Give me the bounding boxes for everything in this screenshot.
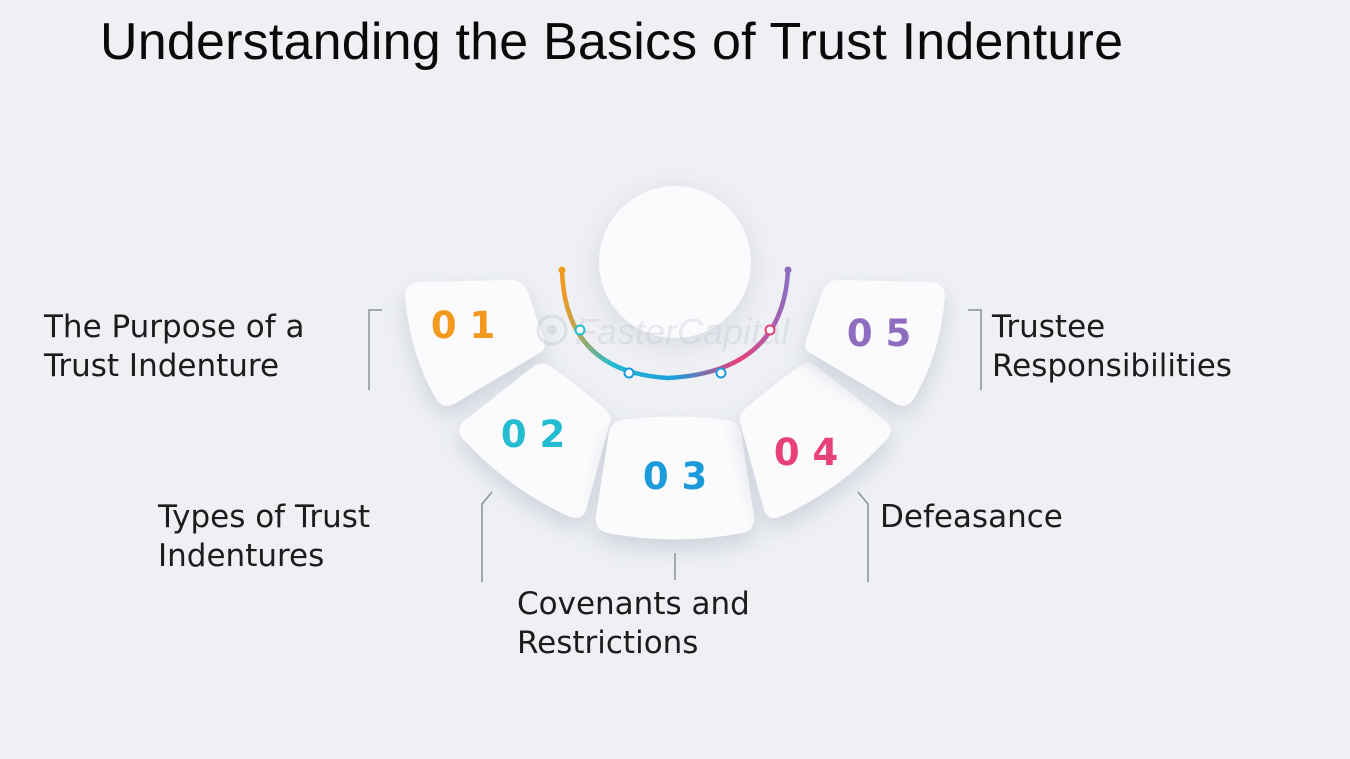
label-line: Types of Trust xyxy=(158,499,371,535)
label-line: Defeasance xyxy=(880,499,1063,535)
label-line: Responsibilities xyxy=(992,348,1232,384)
card-02 xyxy=(459,363,611,518)
bracket-04 xyxy=(857,491,869,582)
label-line: Trust Indenture xyxy=(44,348,280,384)
watermark-text: FasterCapital xyxy=(575,311,790,352)
number-04: 0 4 xyxy=(774,431,838,474)
arc-end-dot-left xyxy=(558,266,566,274)
number-03: 0 3 xyxy=(643,455,707,498)
card-03 xyxy=(595,416,755,540)
page-title: Understanding the Basics of Trust Indent… xyxy=(100,13,1124,71)
connector-arc xyxy=(559,267,791,381)
arc-end-dot-right xyxy=(784,266,792,274)
watermark: FasterCapital xyxy=(536,311,790,352)
label-line: Indentures xyxy=(158,538,325,574)
number-02: 0 2 xyxy=(501,413,565,456)
label-defeasance: Defeasance xyxy=(880,498,1063,537)
arc-node-1 xyxy=(574,324,586,336)
number-01: 0 1 xyxy=(431,304,495,347)
label-types-of-trust-indentures: Types of Trust Indentures xyxy=(158,498,370,576)
label-trustee-responsibilities: Trustee Responsibilities xyxy=(992,308,1232,386)
label-line: Restrictions xyxy=(517,625,699,661)
arc-node-3 xyxy=(715,367,727,379)
bracket-05 xyxy=(968,309,982,390)
bracket-01 xyxy=(368,309,382,390)
label-line: Covenants and xyxy=(517,586,750,622)
card-04 xyxy=(739,363,891,518)
bracket-02 xyxy=(481,491,493,582)
card-05 xyxy=(805,280,945,406)
arc-node-2 xyxy=(623,367,635,379)
arc-node-4 xyxy=(764,324,776,336)
center-circle xyxy=(599,186,751,338)
label-covenants-and-restrictions: Covenants and Restrictions xyxy=(517,585,750,663)
label-line: Trustee xyxy=(992,309,1106,345)
card-01 xyxy=(405,280,545,406)
number-05: 0 5 xyxy=(847,312,911,355)
label-purpose-of-trust-indenture: The Purpose of a Trust Indenture xyxy=(44,308,305,386)
label-line: The Purpose of a xyxy=(44,309,305,345)
